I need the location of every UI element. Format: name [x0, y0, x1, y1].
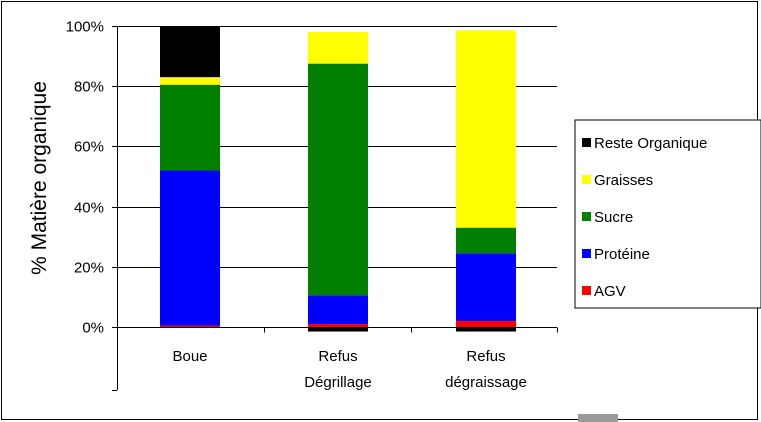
bar-graisses: [160, 77, 220, 85]
x-tick-label: dégraissage: [445, 374, 527, 391]
legend-swatch: [582, 138, 591, 147]
y-tick-label: 80%: [74, 79, 104, 96]
y-tick-label: 40%: [74, 200, 104, 217]
legend-swatch: [582, 175, 591, 184]
bar-graisses: [456, 30, 516, 228]
bar-prot-ine: [308, 295, 368, 324]
bars: [160, 26, 516, 332]
bar-reste-organique: [308, 327, 368, 332]
bar-prot-ine: [160, 170, 220, 326]
bar-agv: [456, 320, 516, 327]
bar-sucre: [160, 84, 220, 171]
legend-label: Sucre: [594, 209, 633, 226]
x-tick-label: Dégrillage: [304, 374, 372, 391]
bar-sucre: [308, 63, 368, 296]
bar-prot-ine: [456, 253, 516, 321]
y-tick-label: 20%: [74, 260, 104, 277]
bar-reste-organique: [160, 26, 220, 78]
bar-graisses: [308, 32, 368, 64]
legend-label: Protéine: [594, 246, 650, 263]
x-tick-labels: Boue Refus Dégrillage Refus dégraissage: [172, 348, 526, 391]
legend-box: [574, 119, 761, 309]
bar-reste-organique: [456, 327, 516, 332]
bar-agv: [160, 325, 220, 327]
x-tick-label: Refus: [318, 348, 357, 365]
bar-agv: [308, 323, 368, 327]
y-tick-labels: 0% 20% 40% 60% 80% 100%: [66, 19, 104, 337]
y-tick-label: 100%: [66, 19, 104, 36]
legend-swatch: [582, 286, 591, 295]
legend-swatch: [582, 249, 591, 258]
x-tick-label: Boue: [172, 348, 207, 365]
y-tick-label: 0%: [82, 320, 104, 337]
y-tick-label: 60%: [74, 139, 104, 156]
x-tick-label: Refus: [466, 348, 505, 365]
bar-sucre: [456, 227, 516, 254]
axes: [112, 26, 558, 391]
legend-label: AGV: [594, 283, 626, 300]
y-axis-label: % Matière organique: [28, 81, 51, 275]
scrollbar-thumb[interactable]: [578, 414, 618, 422]
legend-label: Reste Organique: [594, 135, 707, 152]
legend: Reste Organique Graisses Sucre Protéine AGV: [574, 119, 761, 309]
legend-label: Graisses: [594, 172, 653, 189]
legend-swatch: [582, 212, 591, 221]
